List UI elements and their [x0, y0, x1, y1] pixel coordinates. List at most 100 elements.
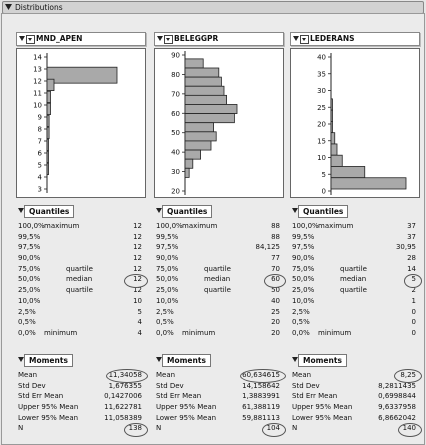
quantile-value: 77: [271, 254, 280, 263]
disclosure-triangle-icon[interactable]: [156, 357, 162, 362]
histogram-bar[interactable]: [46, 102, 51, 116]
quantile-value: 88: [271, 232, 280, 241]
highlight-ring: [404, 273, 422, 288]
popup-menu-icon[interactable]: [300, 35, 309, 44]
quantiles-header[interactable]: Quantiles: [290, 205, 418, 218]
y-tick-label: 10: [33, 102, 42, 110]
histogram-bar[interactable]: [46, 90, 51, 104]
popup-menu-icon[interactable]: [26, 35, 35, 44]
histogram-plot[interactable]: 40 35 30 25 20 15 10 5 0: [290, 48, 420, 198]
histogram-bar[interactable]: [330, 166, 366, 179]
y-tick-label: 60: [171, 110, 180, 118]
quantile-row: 0,0% minimum 20: [154, 328, 286, 339]
disclosure-triangle-icon[interactable]: [5, 4, 12, 11]
histogram-bar[interactable]: [330, 177, 407, 190]
disclosure-triangle-icon[interactable]: [292, 208, 298, 213]
quantile-row: 100,0% maximum 88: [154, 221, 286, 232]
moment-value: 14,158642: [242, 381, 280, 390]
histogram-svg: 40 35 30 25 20 15 10 5 0: [317, 53, 407, 196]
histogram-bar[interactable]: [184, 131, 217, 142]
quantiles-title: Quantiles: [24, 205, 75, 218]
histogram-plot[interactable]: 90 80 70 60 50 40 30 20: [154, 48, 284, 198]
histogram-bar[interactable]: [184, 85, 225, 96]
histogram-bar[interactable]: [184, 158, 194, 169]
disclosure-triangle-icon[interactable]: [18, 208, 24, 213]
quantiles-header[interactable]: Quantiles: [16, 205, 144, 218]
moment-label: Std Dev: [156, 381, 184, 390]
quantile-value: 37: [407, 232, 416, 241]
histogram-bar[interactable]: [46, 126, 50, 139]
disclosure-triangle-icon[interactable]: [18, 357, 24, 362]
y-tick-label: 35: [317, 70, 326, 78]
disclosure-triangle-icon[interactable]: [157, 36, 163, 41]
variable-header[interactable]: BELEGGPR: [154, 32, 284, 46]
histogram-bar[interactable]: [46, 138, 49, 151]
quantile-row: 90,0% 12: [16, 253, 148, 264]
histogram-bar[interactable]: [184, 94, 227, 105]
quantile-tag: maximum: [182, 222, 218, 230]
histogram-bar[interactable]: [184, 122, 215, 133]
disclosure-triangle-icon[interactable]: [19, 36, 25, 41]
moment-row: Std Err Mean 0,1427006: [16, 391, 148, 402]
histogram-bar[interactable]: [46, 114, 50, 127]
moment-label: Std Err Mean: [156, 392, 202, 401]
histogram-bar[interactable]: [330, 132, 336, 145]
quantiles-header[interactable]: Quantiles: [154, 205, 282, 218]
moment-value: 0,1427006: [104, 392, 142, 401]
y-tick-label: 40: [171, 149, 180, 157]
highlight-ring: [124, 273, 148, 288]
histogram-bar[interactable]: [184, 67, 220, 78]
moments-header[interactable]: Moments: [290, 354, 418, 367]
histogram-bar[interactable]: [184, 167, 190, 178]
histogram-bar[interactable]: [46, 150, 49, 163]
variable-name: BELEGGPR: [174, 34, 219, 43]
y-tick-label: 7: [38, 138, 42, 146]
histogram-bar[interactable]: [330, 98, 333, 111]
moment-label: Lower 95% Mean: [18, 413, 79, 422]
highlight-ring: [394, 369, 422, 383]
histogram-bar[interactable]: [184, 140, 212, 151]
quantile-row: 25,0% quartile 12: [16, 285, 148, 296]
quantile-value: 0: [411, 328, 416, 337]
disclosure-triangle-icon[interactable]: [293, 36, 299, 41]
quantile-row: 2,5% 0: [290, 307, 422, 318]
histogram-bar[interactable]: [184, 149, 202, 160]
moments-header[interactable]: Moments: [154, 354, 282, 367]
moment-value: 61,388119: [242, 403, 280, 412]
histogram-bar[interactable]: [184, 113, 235, 124]
quantiles-table: 100,0% maximum 88 99,5% 88 97,5% 84,125 90,0% 77…: [154, 221, 286, 339]
quantile-value: 12: [133, 243, 142, 252]
disclosure-triangle-icon[interactable]: [292, 357, 298, 362]
variable-header[interactable]: MND_APEN: [16, 32, 146, 46]
histogram-bar[interactable]: [330, 143, 338, 156]
quantile-percent: 2,5%: [18, 307, 36, 316]
histogram-bar[interactable]: [330, 109, 333, 122]
histogram-bar[interactable]: [330, 154, 343, 167]
moments-header[interactable]: Moments: [16, 354, 144, 367]
quantile-value: 12: [133, 254, 142, 263]
moment-label: Std Dev: [292, 381, 320, 390]
moment-value: 8,2811435: [378, 381, 416, 390]
quantile-percent: 90,0%: [18, 254, 41, 263]
variable-name: LEDERANS: [310, 34, 355, 43]
quantile-percent: 75,0%: [18, 264, 41, 273]
quantile-percent: 0,5%: [18, 318, 36, 327]
quantile-percent: 75,0%: [156, 264, 179, 273]
histogram-bar[interactable]: [184, 58, 204, 69]
histogram-bar[interactable]: [46, 66, 118, 84]
histogram-bar[interactable]: [184, 76, 222, 87]
histogram-plot[interactable]: 14 13 12 11 10 9 8 7 6 5 4 3: [16, 48, 146, 198]
disclosure-triangle-icon[interactable]: [156, 208, 162, 213]
histogram-bar[interactable]: [184, 104, 238, 114]
y-tick-label: 5: [322, 171, 326, 179]
histogram-bar[interactable]: [46, 78, 55, 92]
quantile-tag: median: [340, 275, 367, 284]
histogram-bar[interactable]: [46, 162, 49, 175]
quantile-value: 12: [133, 232, 142, 241]
histogram-bar[interactable]: [330, 121, 333, 134]
quantile-value: 4: [137, 318, 142, 327]
variable-header[interactable]: LEDERANS: [290, 32, 420, 46]
quantile-percent: 0,0%: [156, 328, 174, 337]
quantile-row: 0,5% 20: [154, 317, 286, 328]
popup-menu-icon[interactable]: [164, 35, 173, 44]
